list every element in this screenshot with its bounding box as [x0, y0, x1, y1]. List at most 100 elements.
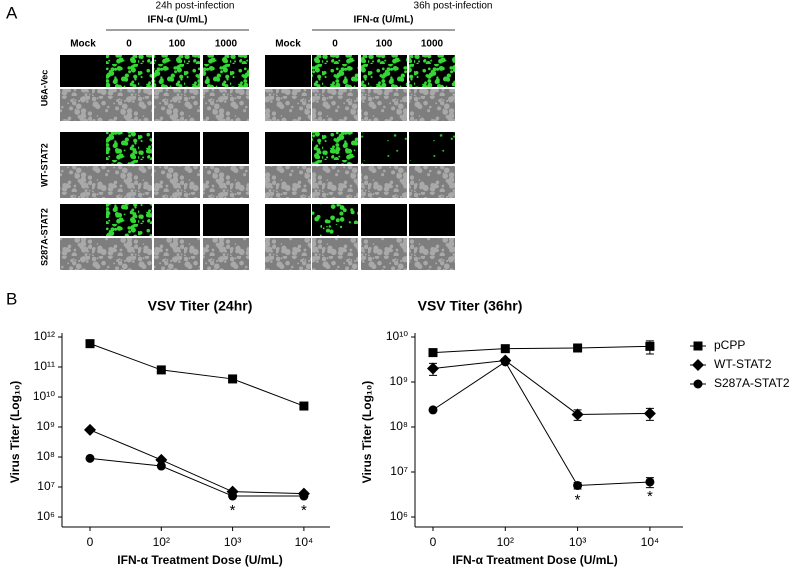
y-tick-label: 10⁸	[390, 419, 408, 433]
brightfield-image	[361, 166, 407, 198]
chart-title: VSV Titer (24hr)	[148, 298, 253, 314]
fluorescence-image	[361, 55, 407, 87]
marker	[428, 348, 438, 358]
brightfield-image	[203, 166, 249, 198]
brightfield-image	[409, 238, 455, 270]
fluorescence-image	[361, 132, 407, 164]
series-line	[89, 457, 304, 497]
column-label: Mock	[275, 39, 301, 50]
fluorescence-image	[409, 55, 455, 87]
y-tick-label: 10¹¹	[34, 359, 55, 373]
marker	[573, 481, 583, 491]
column-label: 100	[169, 39, 186, 50]
series-line	[432, 345, 650, 354]
panel-label: B	[6, 289, 17, 308]
fluorescence-image	[106, 132, 152, 164]
series-line	[432, 361, 650, 487]
brightfield-image	[312, 89, 358, 121]
series-line	[89, 429, 304, 495]
fluorescence-image	[361, 204, 407, 236]
marker	[643, 407, 656, 420]
panel-label: A	[6, 3, 18, 22]
brightfield-image	[265, 89, 311, 121]
y-axis-title: Virus Titer (Log₁₀)	[8, 381, 22, 484]
row-label: U6A-Vec	[39, 70, 49, 107]
fluorescence-image	[106, 55, 152, 87]
marker	[156, 365, 166, 375]
column-label: 1000	[215, 39, 238, 50]
brightfield-image	[60, 166, 106, 198]
brightfield-image	[312, 238, 358, 270]
brightfield-image	[203, 238, 249, 270]
x-axis-title: IFN-α Treatment Dose (U/mL)	[117, 553, 282, 567]
chart-title: VSV Titer (36hr)	[418, 298, 523, 314]
y-tick-label: 10⁹	[390, 374, 409, 388]
x-tick-label: 10³	[569, 535, 586, 549]
fluorescence-image	[60, 132, 106, 164]
fluorescence-image	[409, 132, 455, 164]
marker	[692, 359, 704, 371]
column-label: 1000	[421, 39, 444, 50]
group-title: 24h post-infection	[156, 1, 235, 12]
marker	[693, 379, 703, 389]
brightfield-image	[106, 166, 152, 198]
marker	[427, 362, 439, 375]
fluorescence-image	[203, 204, 249, 236]
brightfield-image	[265, 238, 311, 270]
marker	[428, 405, 438, 415]
series-line	[89, 343, 305, 407]
x-tick-label: 10³	[224, 535, 241, 549]
brightfield-image	[60, 238, 106, 270]
brightfield-image	[203, 89, 249, 121]
annotation: *	[301, 502, 307, 519]
fluorescence-image	[265, 55, 311, 87]
y-tick-label: 10⁷	[390, 464, 408, 478]
brightfield-image	[265, 166, 311, 198]
marker	[573, 343, 583, 353]
annotation: *	[575, 492, 581, 509]
brightfield-image	[409, 89, 455, 121]
column-label: Mock	[70, 39, 96, 50]
row-label: WT-STAT2	[39, 143, 49, 187]
brightfield-image	[60, 89, 106, 121]
fluorescence-image	[154, 204, 200, 236]
treatment-label: IFN-α (U/mL)	[353, 15, 413, 26]
fluorescence-image	[60, 55, 106, 87]
fluorescence-image	[265, 204, 311, 236]
brightfield-image	[361, 238, 407, 270]
y-tick-label: 10⁶	[37, 509, 55, 523]
row-label: S287A-STAT2	[39, 208, 49, 266]
x-tick-label: 10⁴	[641, 535, 660, 549]
fluorescence-image	[60, 204, 106, 236]
fluorescence-image	[312, 55, 358, 87]
y-tick-label: 10¹⁰	[386, 329, 408, 343]
brightfield-image	[361, 89, 407, 121]
marker	[645, 341, 655, 351]
brightfield-image	[154, 238, 200, 270]
x-tick-label: 10⁴	[295, 535, 314, 549]
brightfield-image	[409, 166, 455, 198]
brightfield-image	[312, 166, 358, 198]
series-line	[432, 360, 650, 415]
marker	[500, 344, 510, 354]
y-tick-label: 10⁶	[390, 509, 408, 523]
fluorescence-image	[409, 204, 455, 236]
marker	[85, 453, 95, 463]
brightfield-image	[106, 238, 152, 270]
brightfield-image	[106, 89, 152, 121]
legend-label: WT-STAT2	[714, 357, 772, 371]
column-label: 0	[332, 39, 338, 50]
fluorescence-image	[106, 204, 152, 236]
brightfield-image	[154, 89, 200, 121]
marker	[645, 477, 655, 487]
marker	[85, 339, 95, 349]
marker	[500, 357, 510, 367]
legend-label: pCPP	[714, 338, 745, 352]
annotation: *	[230, 502, 236, 519]
marker	[84, 423, 96, 436]
treatment-label: IFN-α (U/mL)	[147, 15, 207, 26]
fluorescence-image	[203, 132, 249, 164]
x-axis-title: IFN-α Treatment Dose (U/mL)	[452, 553, 617, 567]
